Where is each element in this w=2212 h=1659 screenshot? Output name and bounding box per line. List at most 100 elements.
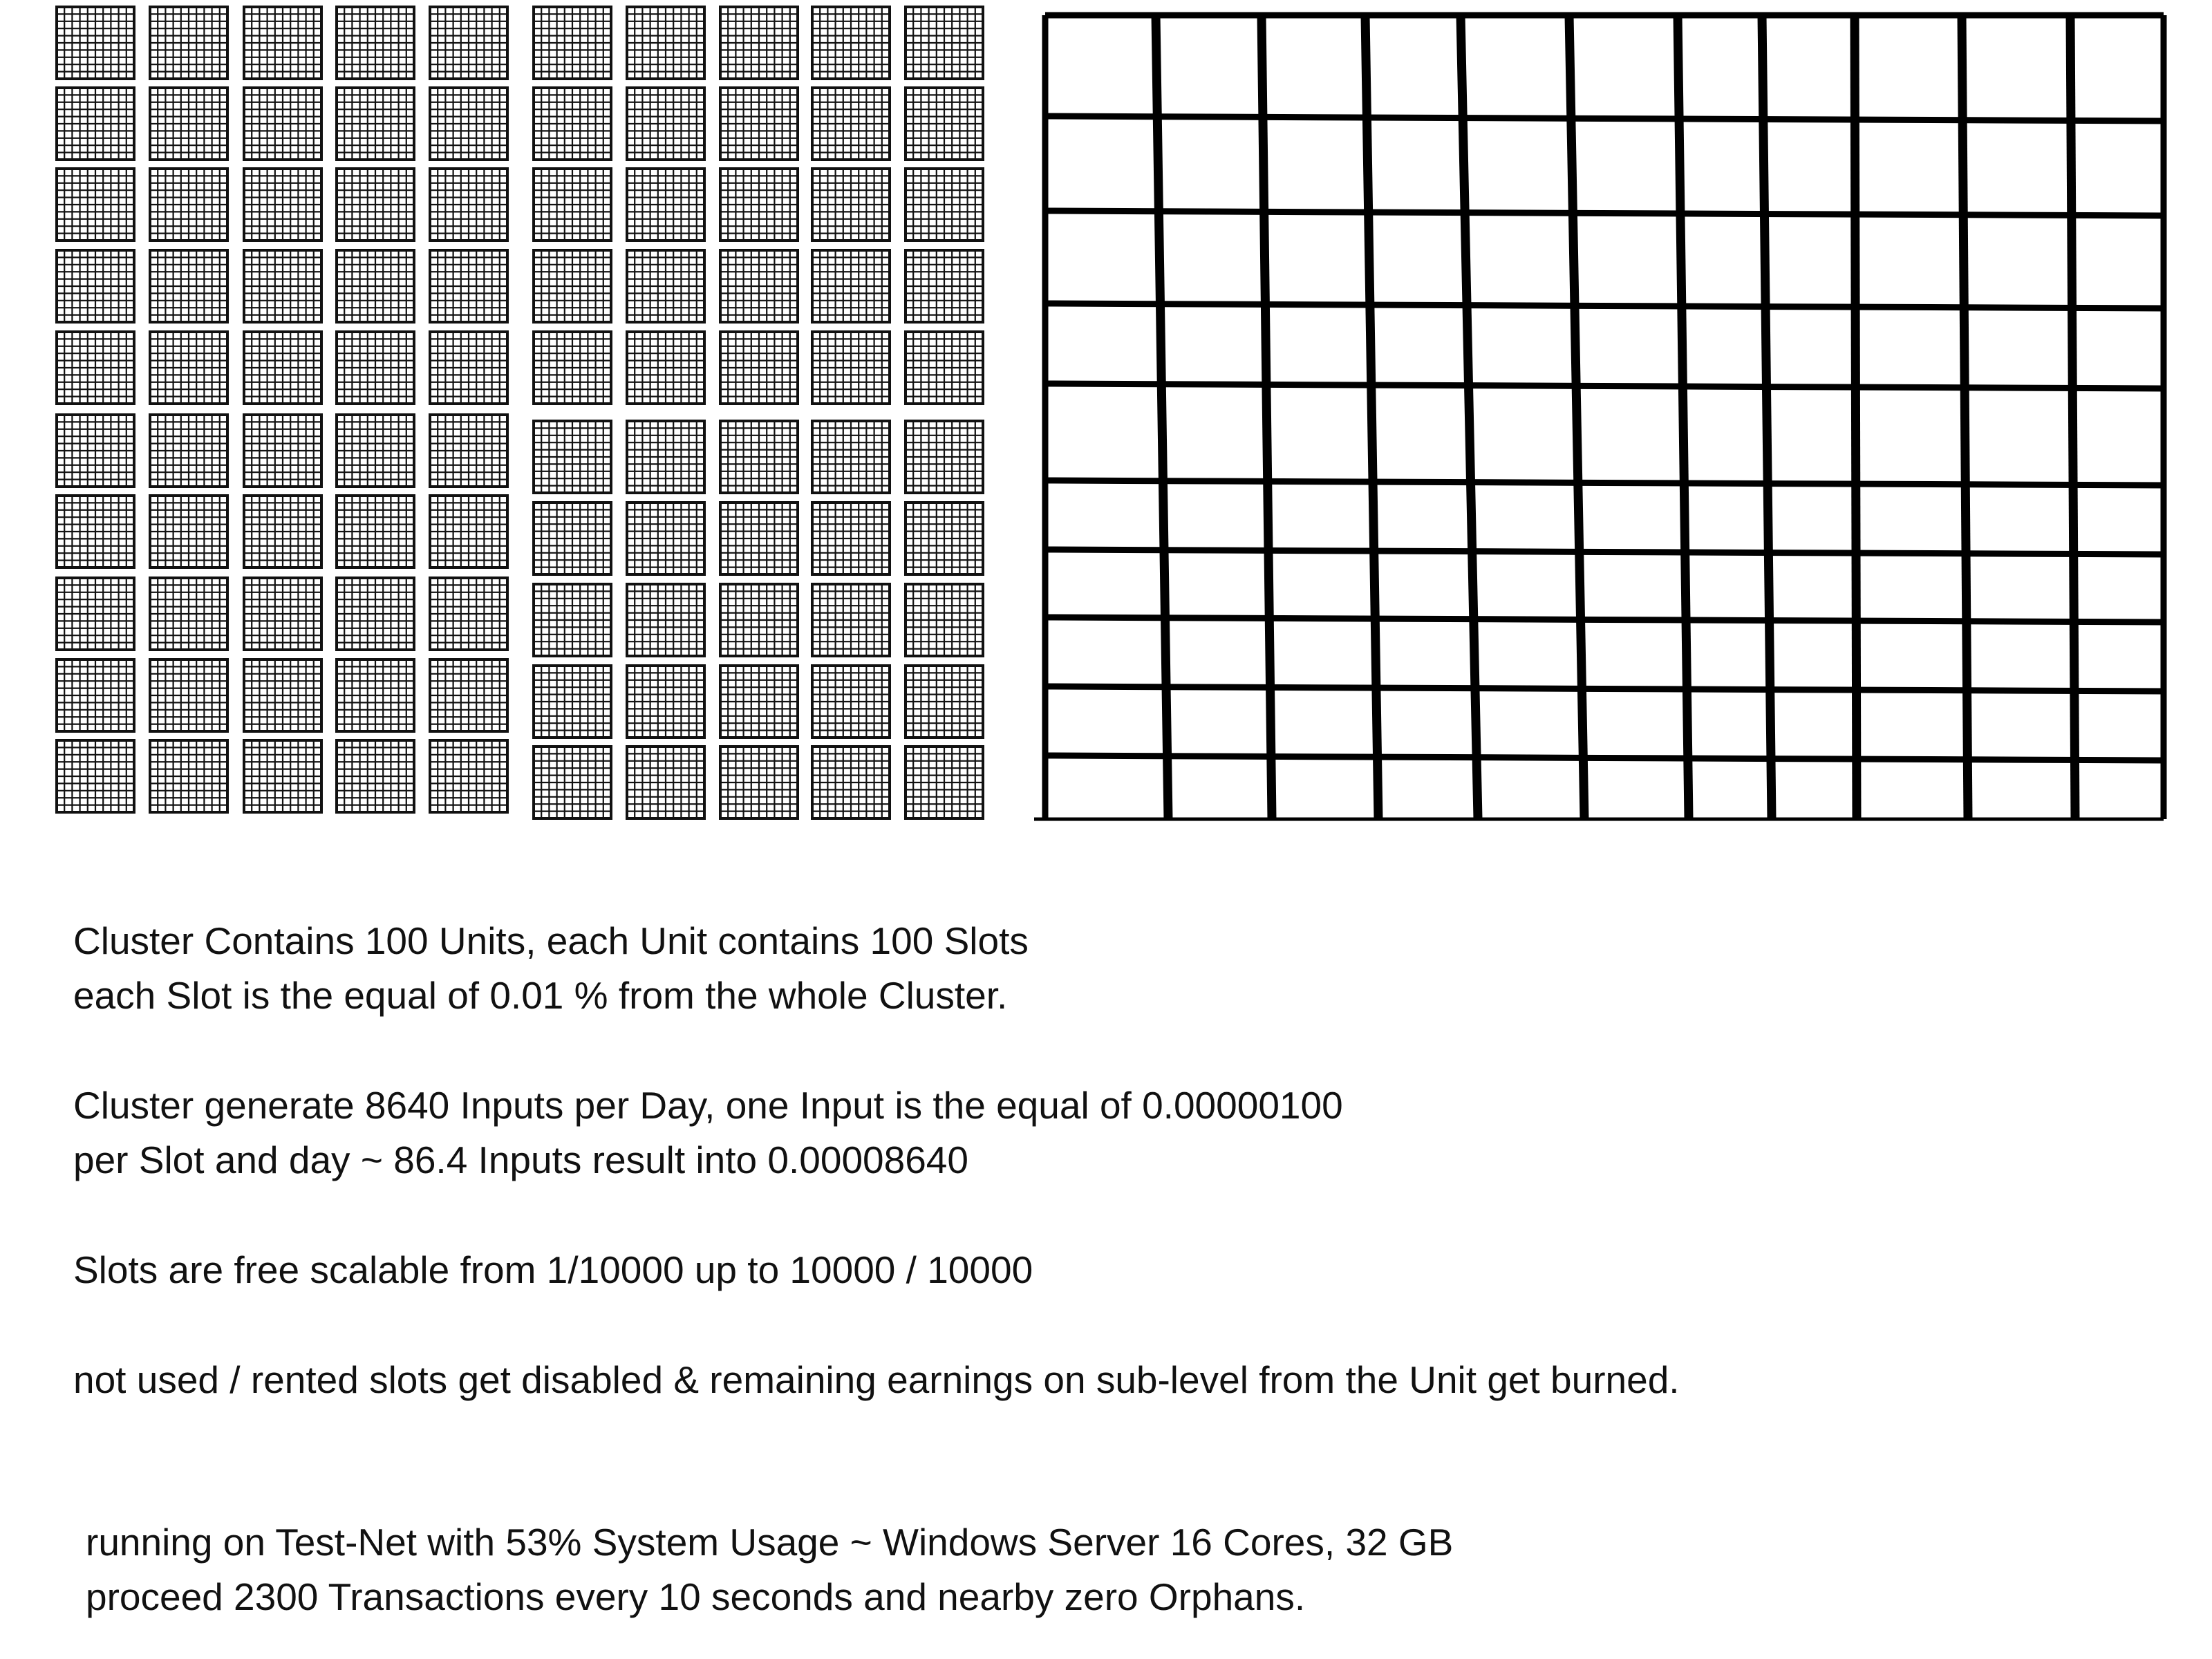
cluster-units-line: Cluster Contains 100 Units, each Unit co… xyxy=(73,919,1029,962)
cluster-unit xyxy=(719,86,799,161)
cluster-unit xyxy=(532,664,612,739)
cluster-unit xyxy=(532,167,612,242)
cluster-unit xyxy=(532,330,612,405)
cluster-unit xyxy=(429,167,509,242)
cluster-unit xyxy=(719,745,799,820)
cluster-unit xyxy=(243,494,323,569)
cluster-unit xyxy=(243,249,323,324)
cluster-unit xyxy=(243,167,323,242)
cluster-unit xyxy=(55,577,135,651)
cluster-unit xyxy=(904,167,984,242)
testnet-description: running on Test-Net with 53% System Usag… xyxy=(86,1515,1453,1624)
cluster-unit xyxy=(149,577,229,651)
cluster-unit xyxy=(904,420,984,494)
cluster-unit xyxy=(904,249,984,324)
cluster-unit xyxy=(626,6,706,80)
cluster-unit xyxy=(243,6,323,80)
cluster-unit xyxy=(243,658,323,733)
cluster-unit xyxy=(626,745,706,820)
cluster-unit xyxy=(811,420,891,494)
cluster-unit xyxy=(243,330,323,405)
cluster-unit xyxy=(55,6,135,80)
inputs-per-slot-line: per Slot and day ~ 86.4 Inputs result in… xyxy=(73,1138,968,1181)
cluster-unit xyxy=(904,745,984,820)
cluster-unit xyxy=(429,658,509,733)
cluster-unit xyxy=(149,249,229,324)
cluster-unit xyxy=(335,86,415,161)
cluster-unit xyxy=(626,501,706,576)
cluster-unit xyxy=(55,167,135,242)
cluster-unit xyxy=(243,739,323,814)
cluster-unit xyxy=(335,739,415,814)
cluster-unit xyxy=(335,413,415,488)
cluster-unit xyxy=(243,86,323,161)
cluster-unit xyxy=(904,86,984,161)
cluster-unit xyxy=(149,658,229,733)
slot-percentage-line: each Slot is the equal of 0.01 % from th… xyxy=(73,974,1008,1017)
cluster-grid-diagram xyxy=(55,6,984,820)
cluster-unit xyxy=(55,330,135,405)
cluster-unit xyxy=(149,6,229,80)
cluster-unit xyxy=(811,501,891,576)
cluster-unit xyxy=(811,249,891,324)
cluster-unit xyxy=(719,6,799,80)
cluster-unit xyxy=(532,86,612,161)
system-usage-line: running on Test-Net with 53% System Usag… xyxy=(86,1521,1454,1564)
cluster-unit xyxy=(335,658,415,733)
cluster-unit xyxy=(532,745,612,820)
cluster-unit xyxy=(811,330,891,405)
cluster-unit xyxy=(719,583,799,657)
cluster-unit xyxy=(719,330,799,405)
cluster-unit xyxy=(149,330,229,405)
cluster-unit xyxy=(429,249,509,324)
cluster-unit xyxy=(811,583,891,657)
cluster-unit xyxy=(243,577,323,651)
burn-description: not used / rented slots get disabled & r… xyxy=(73,1353,1680,1407)
cluster-unit xyxy=(243,413,323,488)
cluster-unit xyxy=(811,745,891,820)
cluster-unit xyxy=(532,6,612,80)
inputs-description: Cluster generate 8640 Inputs per Day, on… xyxy=(73,1078,1343,1188)
cluster-unit xyxy=(719,167,799,242)
cluster-unit xyxy=(811,86,891,161)
cluster-unit xyxy=(55,86,135,161)
cluster-unit xyxy=(904,664,984,739)
cluster-description: Cluster Contains 100 Units, each Unit co… xyxy=(73,914,1029,1023)
cluster-unit xyxy=(626,330,706,405)
cluster-unit xyxy=(811,6,891,80)
cluster-unit xyxy=(429,6,509,80)
cluster-unit xyxy=(335,167,415,242)
cluster-unit xyxy=(811,664,891,739)
cluster-unit xyxy=(149,494,229,569)
cluster-unit xyxy=(719,664,799,739)
inputs-per-day-line: Cluster generate 8640 Inputs per Day, on… xyxy=(73,1084,1343,1127)
cluster-unit xyxy=(532,249,612,324)
cluster-unit xyxy=(904,330,984,405)
cluster-unit xyxy=(626,86,706,161)
cluster-unit xyxy=(149,739,229,814)
cluster-unit xyxy=(149,167,229,242)
cluster-unit xyxy=(719,420,799,494)
cluster-unit xyxy=(55,739,135,814)
cluster-unit xyxy=(335,330,415,405)
cluster-unit xyxy=(55,494,135,569)
cluster-unit xyxy=(429,494,509,569)
cluster-unit xyxy=(429,739,509,814)
cluster-unit xyxy=(532,420,612,494)
cluster-unit xyxy=(55,249,135,324)
cluster-unit xyxy=(429,413,509,488)
cluster-unit xyxy=(429,330,509,405)
cluster-unit xyxy=(429,86,509,161)
cluster-unit xyxy=(532,583,612,657)
cluster-unit xyxy=(335,577,415,651)
scalability-line: Slots are free scalable from 1/10000 up … xyxy=(73,1248,1033,1291)
cluster-unit xyxy=(55,413,135,488)
cluster-unit xyxy=(149,86,229,161)
cluster-unit xyxy=(55,658,135,733)
cluster-unit xyxy=(335,6,415,80)
cluster-unit xyxy=(429,577,509,651)
cluster-unit xyxy=(719,501,799,576)
unit-grid-diagram xyxy=(1034,12,2167,821)
cluster-unit xyxy=(626,167,706,242)
scalability-description: Slots are free scalable from 1/10000 up … xyxy=(73,1243,1033,1297)
